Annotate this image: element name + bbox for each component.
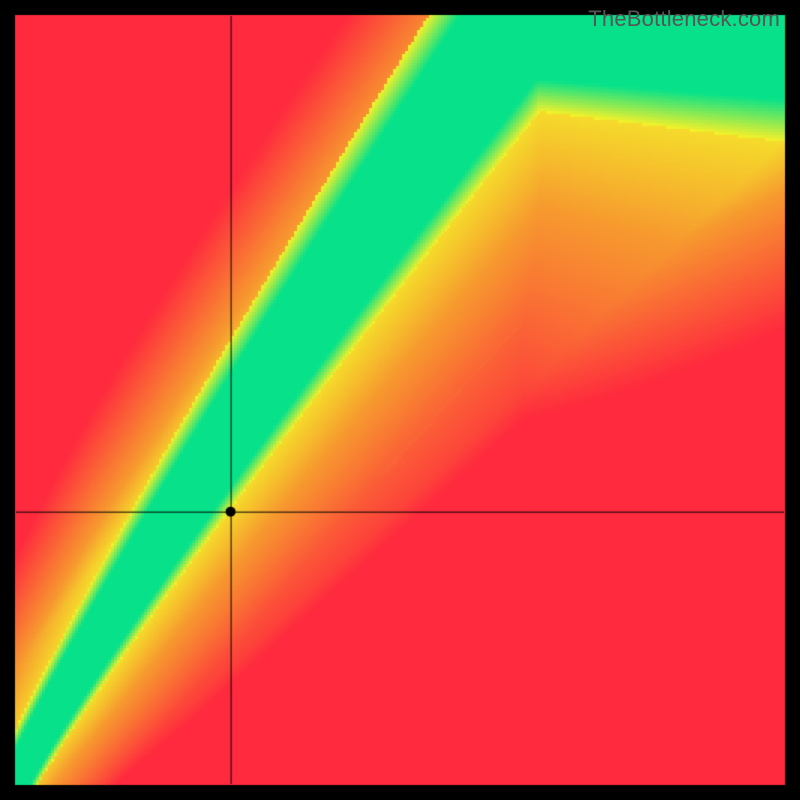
- chart-container: { "watermark": { "text": "TheBottleneck.…: [0, 0, 800, 800]
- bottleneck-heatmap: [0, 0, 800, 800]
- watermark-text: TheBottleneck.com: [588, 6, 780, 32]
